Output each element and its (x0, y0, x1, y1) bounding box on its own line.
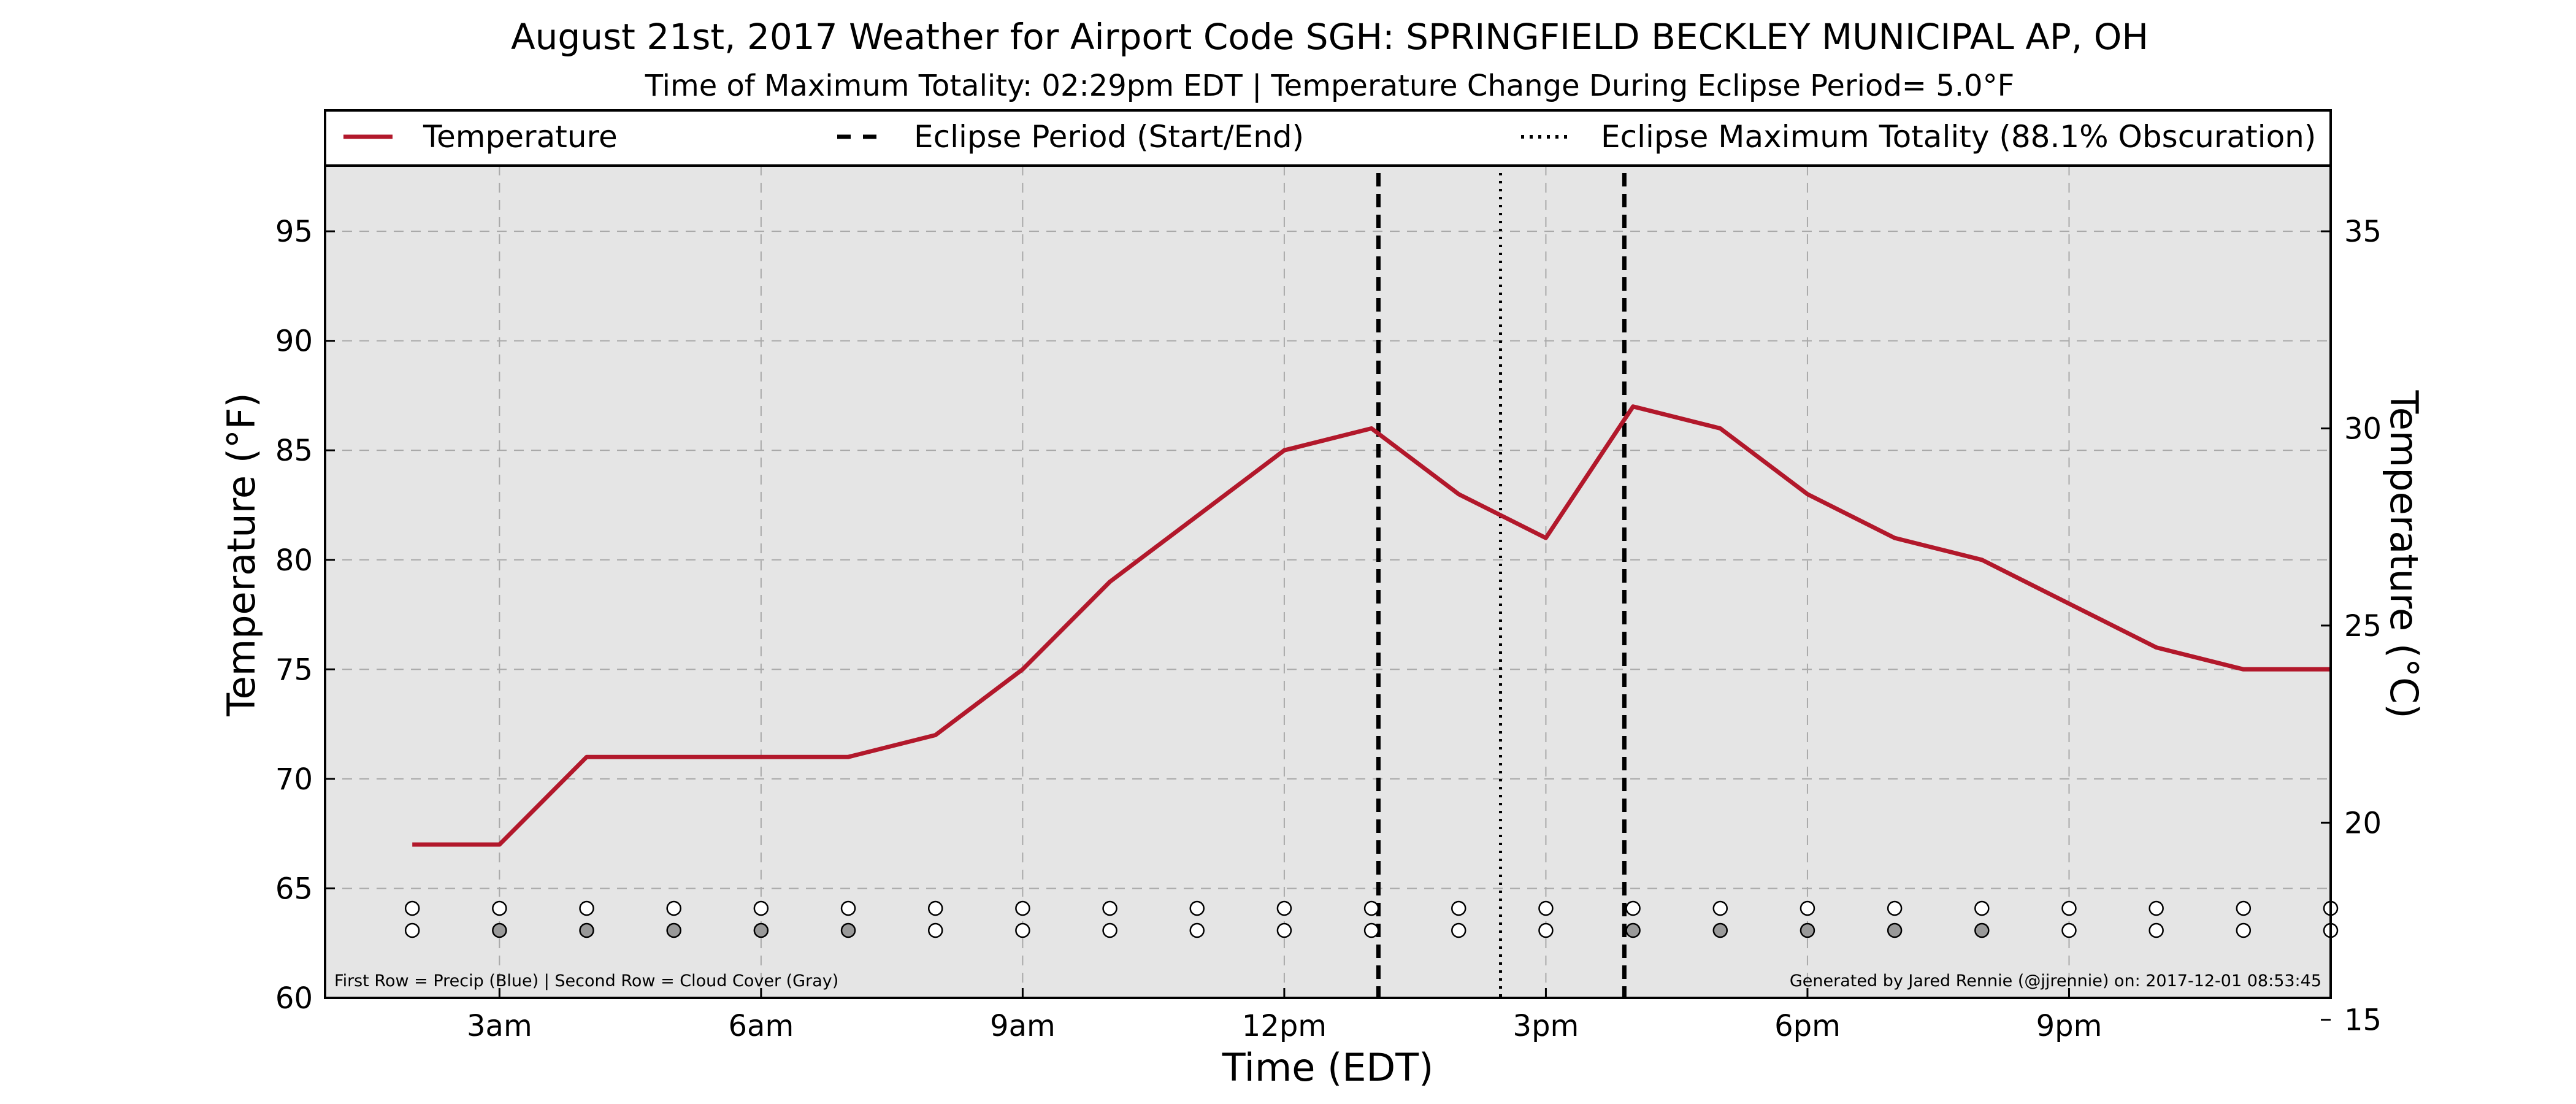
cloud-cover-dot (2061, 922, 2077, 938)
precip-dot (1625, 900, 1641, 916)
precip-dot (1451, 900, 1466, 916)
y-tick-label: 80 (275, 543, 313, 578)
legend: Temperature Eclipse Period (Start/End) E… (343, 119, 2316, 155)
legend-label-temperature: Temperature (423, 119, 618, 155)
cloud-cover-dot (2149, 922, 2164, 938)
precip-dot (2061, 900, 2077, 916)
y-tick-label: 60 (275, 981, 313, 1016)
axis-ticks: 60 65 70 75 80 85 90 95 3am 6am 9am 12pm 3pm 6pm 9pm 15… (275, 215, 2382, 1043)
cloud-cover-dot (1189, 922, 1205, 938)
x-tick-label: 6pm (1774, 1009, 1841, 1043)
footnote-right: Generated by Jared Rennie (@jjrennie) on… (1790, 972, 2321, 991)
precip-dot (579, 900, 594, 916)
precip-dot (1712, 900, 1728, 916)
x-axis-label: Time (EDT) (1222, 1045, 1434, 1090)
precip-dot (2236, 900, 2252, 916)
precip-dot (1887, 900, 1903, 916)
precip-dot (1363, 900, 1379, 916)
cloud-cover-dot (840, 922, 856, 938)
plot-frame (324, 109, 2332, 999)
cloud-cover-dot (1974, 922, 1990, 938)
cloud-cover-dot (1712, 922, 1728, 938)
precip-dot (1538, 900, 1554, 916)
precip-dot (753, 900, 769, 916)
grid-lines (325, 166, 2331, 998)
cloud-cover-dot (753, 922, 769, 938)
y-tick-label: 75 (275, 653, 313, 687)
y-axis-label-right: Temperature (°C) (2382, 389, 2426, 718)
precip-dot (492, 900, 507, 916)
precip-dot (404, 900, 420, 916)
chart-title: August 21st, 2017 Weather for Airport Co… (511, 16, 2149, 58)
cloud-cover-dot (2236, 922, 2252, 938)
y-right-tick-label: 30 (2344, 412, 2382, 447)
cloud-cover-dot (1451, 922, 1466, 938)
y-right-tick-label: 15 (2344, 1003, 2382, 1038)
y-right-tick-label: 25 (2344, 609, 2382, 643)
precip-dot (1102, 900, 1117, 916)
legend-label-eclipse-max: Eclipse Maximum Totality (88.1% Obscurat… (1601, 119, 2316, 155)
cloud-cover-dot (1538, 922, 1554, 938)
y-tick-label: 65 (275, 872, 313, 906)
cloud-cover-dot (404, 922, 420, 938)
x-tick-label: 6am (729, 1009, 794, 1043)
x-tick-label: 3pm (1513, 1009, 1579, 1043)
cloud-cover-dot (1363, 922, 1379, 938)
plot-area (325, 166, 2331, 998)
precip-dot (1974, 900, 1990, 916)
precip-dot (1800, 900, 1815, 916)
cloud-cover-dot (1015, 922, 1030, 938)
chart-subtitle: Time of Maximum Totality: 02:29pm EDT | … (645, 69, 2014, 103)
cloud-cover-dot (1800, 922, 1815, 938)
footnote-left: First Row = Precip (Blue) | Second Row =… (334, 972, 838, 991)
temperature-series (412, 404, 2331, 847)
cloud-cover-dot (1276, 922, 1292, 938)
cloud-cover-dot (579, 922, 594, 938)
y-right-tick-label: 35 (2344, 215, 2382, 249)
cloud-cover-dot (1102, 922, 1117, 938)
x-tick-label: 9pm (2036, 1009, 2103, 1043)
precip-dot (1015, 900, 1030, 916)
y-tick-label: 90 (275, 324, 313, 359)
cloud-cover-dot (927, 922, 943, 938)
precip-dot (840, 900, 856, 916)
y-tick-label: 85 (275, 434, 313, 468)
y-axis-label-left: Temperature (°F) (219, 393, 264, 716)
precip-dot (1276, 900, 1292, 916)
x-tick-label: 3am (467, 1009, 532, 1043)
precip-dot (2149, 900, 2164, 916)
precip-dot (666, 900, 681, 916)
precip-dot (927, 900, 943, 916)
temperature-line (412, 404, 2331, 847)
y-tick-label: 70 (275, 762, 313, 797)
cloud-cover-dot (492, 922, 507, 938)
x-tick-label: 12pm (1242, 1009, 1327, 1043)
y-right-tick-label: 20 (2344, 806, 2382, 840)
cloud-cover-dot (666, 922, 681, 938)
cloud-cover-dot (1887, 922, 1903, 938)
eclipse-markers (1376, 173, 1627, 998)
precip-dot (1189, 900, 1205, 916)
precip-cloud-rows (404, 900, 2339, 938)
legend-label-eclipse-period: Eclipse Period (Start/End) (914, 119, 1304, 155)
x-tick-label: 9am (990, 1009, 1056, 1043)
cloud-cover-dot (1625, 922, 1641, 938)
y-tick-label: 95 (275, 215, 313, 249)
